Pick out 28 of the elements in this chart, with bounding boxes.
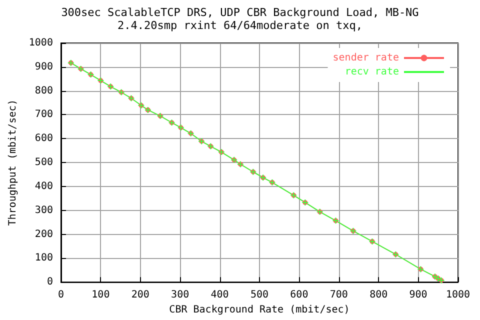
x-tick-label: 600 [290,290,308,301]
x-tick-label: 0 [58,290,64,301]
y-tick-label: 400 [34,180,53,192]
y-tick-label: 800 [34,85,53,96]
y-tick-label: 500 [34,157,53,168]
x-tick-label: 1000 [446,290,470,301]
x-tick-label: 400 [210,290,229,301]
x-tick-label: 700 [330,290,348,301]
y-axis-title: Throughput (mbit/sec) [8,99,18,226]
x-tick-label: 300 [171,290,190,301]
y-tick-label: 1000 [28,38,53,48]
y-tick-label: 600 [34,133,53,144]
y-tick-label: 200 [34,228,53,240]
y-tick-label: 900 [34,61,53,72]
chart-title: 300sec ScalableTCP DRS, UDP CBR Background Load, MB-NG [61,6,419,19]
y-tick-label: 100 [34,252,53,264]
x-tick-label: 100 [92,290,110,301]
legend-label: sender rate [332,52,399,64]
x-tick-label: 200 [131,290,150,301]
x-tick-label: 900 [409,290,428,301]
x-tick-label: 800 [370,290,388,301]
y-tick-label: 0 [46,276,53,288]
y-tick-label: 700 [34,109,53,120]
legend-label: recv rate [344,66,399,78]
x-axis-title: CBR Background Rate (mbit/sec) [169,304,350,316]
chart-subtitle: 2.4.20smp rxint 64/64moderate on txq, [117,19,363,32]
y-tick-label: 300 [34,204,53,216]
x-tick-label: 500 [250,290,269,301]
